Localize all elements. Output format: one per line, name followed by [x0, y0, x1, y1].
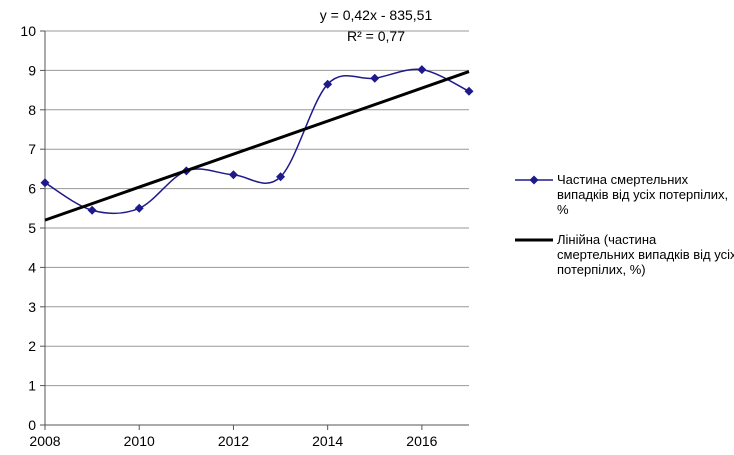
marker: [370, 73, 380, 83]
y-tick-label: 4: [28, 259, 36, 275]
legend-label: Лінійна (частина смертельних випадків ві…: [557, 232, 734, 277]
marker: [276, 172, 286, 182]
y-tick-label: 9: [28, 62, 36, 78]
y-tick-label: 10: [20, 23, 36, 39]
y-tick-label: 6: [28, 181, 36, 197]
x-tick-label: 2008: [29, 433, 60, 449]
y-tick-label: 8: [28, 102, 36, 118]
marker: [464, 86, 474, 96]
marker: [228, 170, 238, 180]
legend-label: Частина смертельних випадків від усіх по…: [557, 172, 729, 217]
trend-equation: y = 0,42x - 835,51: [320, 7, 433, 23]
y-tick-label: 3: [28, 299, 36, 315]
marker: [134, 203, 144, 213]
legend-marker: [529, 175, 539, 185]
x-tick-label: 2016: [406, 433, 437, 449]
x-tick-label: 2014: [312, 433, 343, 449]
y-tick-label: 5: [28, 220, 36, 236]
marker: [87, 205, 97, 215]
y-tick-label: 1: [28, 378, 36, 394]
marker: [40, 178, 50, 188]
trend-line: [44, 70, 470, 222]
marker: [323, 79, 333, 89]
y-tick-label: 0: [28, 417, 36, 433]
y-tick-label: 7: [28, 141, 36, 157]
series-line: [44, 68, 470, 215]
marker: [417, 65, 427, 75]
x-tick-label: 2012: [218, 433, 249, 449]
r-squared: R² = 0,77: [347, 28, 405, 44]
x-tick-label: 2010: [124, 433, 155, 449]
y-tick-label: 2: [28, 338, 36, 354]
